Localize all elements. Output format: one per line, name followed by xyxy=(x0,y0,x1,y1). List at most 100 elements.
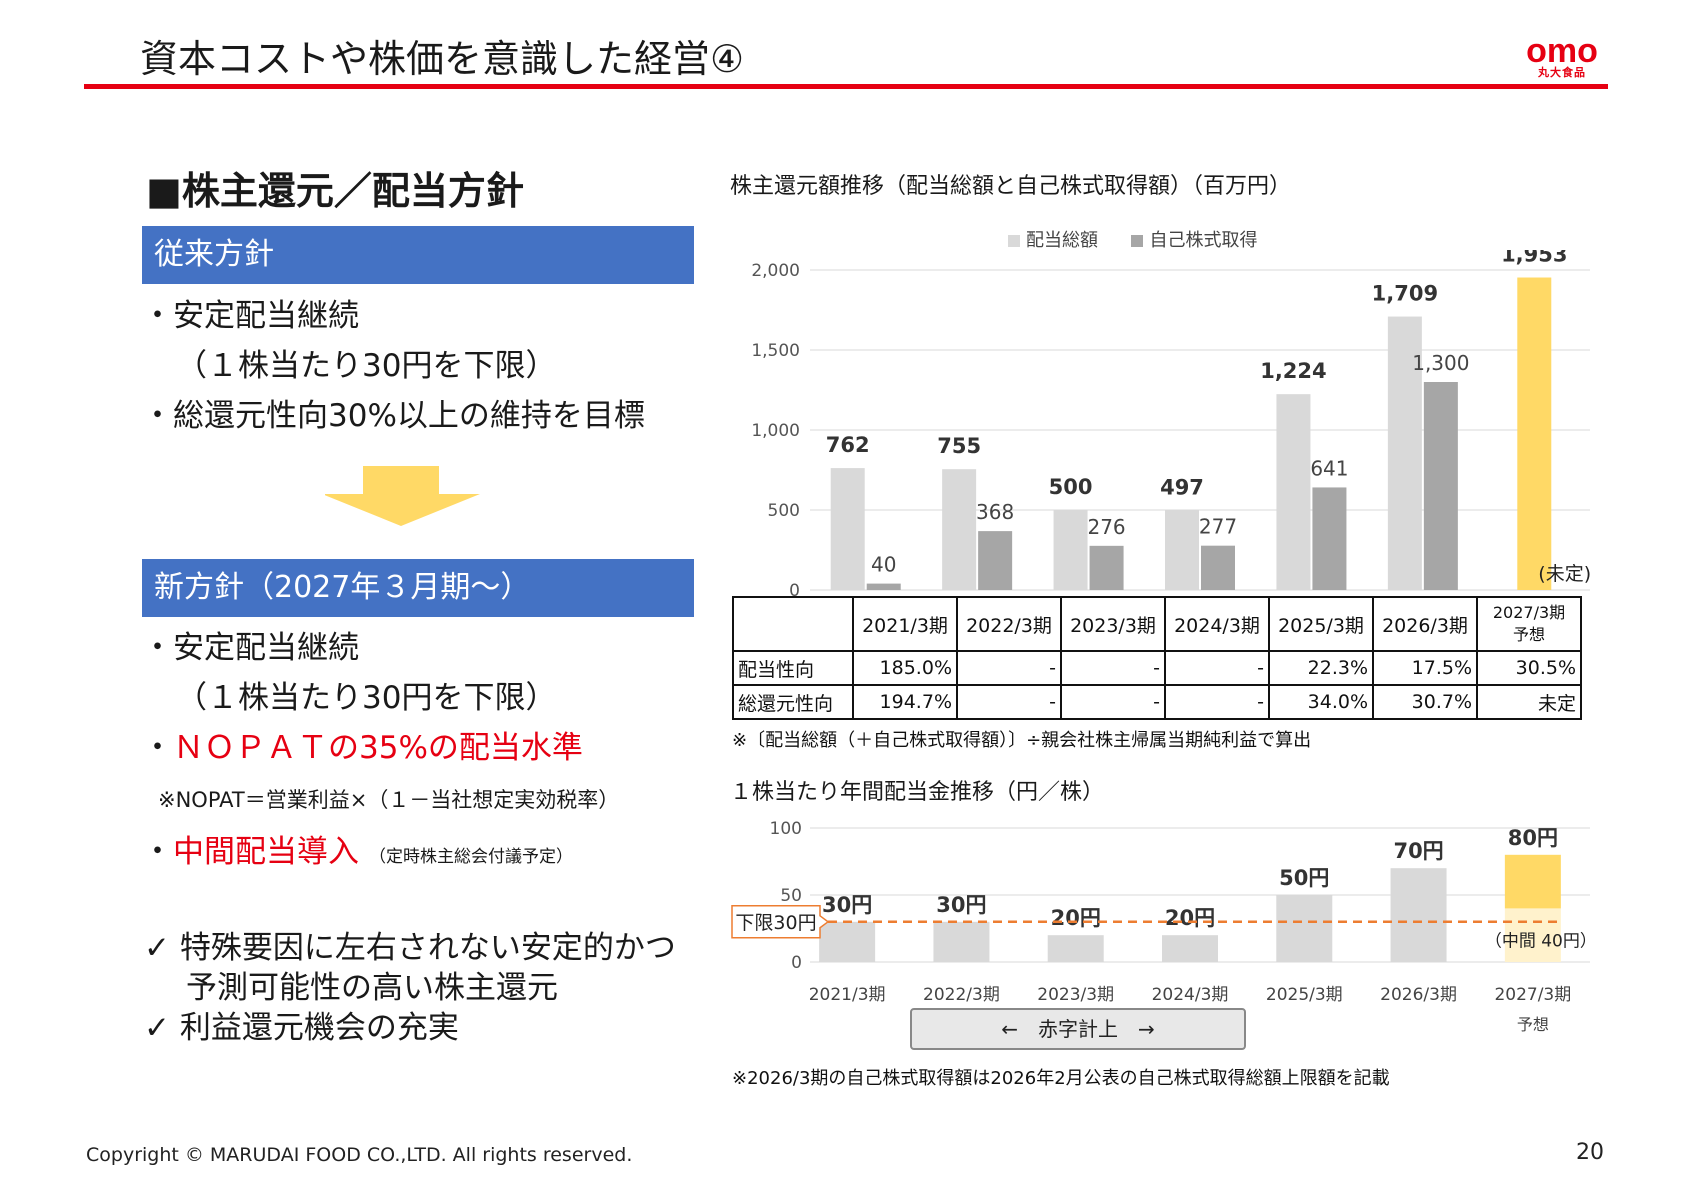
bar-buyback xyxy=(1423,382,1458,590)
table-cell: - xyxy=(1164,684,1270,720)
section-title: ■株主還元／配当方針 xyxy=(146,169,524,213)
company-logo: omo xyxy=(1522,32,1602,80)
table-cell: - xyxy=(1060,684,1166,720)
y-tick-label: 500 xyxy=(768,501,800,521)
shareholder-return-chart: 0 500 1,000 1,500 2,000 762 40 755 368 500 276 497 2… xyxy=(751,250,1591,600)
bar-dps xyxy=(1162,935,1218,962)
payout-ratio-table: 2021/3期 2022/3期 2023/3期 2024/3期 2025/3期 … xyxy=(732,596,1582,720)
old-policy-line-1: ・安定配当継続 xyxy=(142,298,359,334)
table-header-cell: 2023/3期 xyxy=(1060,596,1166,652)
table-cell: 22.3% xyxy=(1268,650,1374,686)
data-label-dividend: 1,224 xyxy=(1260,359,1326,383)
annotation-undecided: (未定) xyxy=(1538,563,1591,585)
y-tick-label: 50 xyxy=(780,886,802,906)
floor-callout xyxy=(731,905,830,939)
new-policy-heading: 新方針（2027年３月期～） xyxy=(142,559,694,617)
interim-bullet: ・ xyxy=(142,834,173,870)
page-number: 20 xyxy=(1576,1140,1604,1165)
table-row: 総還元性向 194.7% - - - 34.0% 30.7% 未定 xyxy=(732,684,1582,720)
new-policy-line-1: ・安定配当継続 xyxy=(142,630,359,666)
data-label-dps: 20円 xyxy=(1165,906,1215,930)
check-line-2: 予測可能性の高い株主還元 xyxy=(186,970,558,1006)
return-chart-title: 株主還元額推移（配当総額と自己株式取得額）（百万円） xyxy=(730,174,1292,199)
table-header-cell: 2021/3期 xyxy=(852,596,958,652)
bar-dividend xyxy=(1053,510,1088,590)
table-cell: - xyxy=(1060,650,1166,686)
legend-swatch-dividend xyxy=(1008,235,1020,247)
bar-dps xyxy=(1047,935,1104,962)
bar-dps xyxy=(819,921,876,962)
x-tick-label: 2026/3期 xyxy=(1380,985,1457,1005)
bar-dividend xyxy=(1517,277,1552,590)
old-policy-line-3: ・総還元性向30%以上の維持を目標 xyxy=(142,398,645,434)
nopat-note: ※NOPAT＝営業利益×（１－当社想定実効税率） xyxy=(158,788,620,812)
table-cell: 30.5% xyxy=(1476,650,1582,686)
nopat-bullet: ・ xyxy=(142,730,173,766)
row-label: 配当性向 xyxy=(732,650,854,686)
bar-dividend xyxy=(1387,316,1422,590)
table-header-cell: 2024/3期 xyxy=(1164,596,1270,652)
table-cell: 194.7% xyxy=(852,684,958,720)
chart-legend: 配当総額 自己株式取得 xyxy=(1008,226,1257,252)
legend-buyback-label: 自己株式取得 xyxy=(1149,230,1258,251)
bar-buyback xyxy=(1312,487,1347,590)
x-tick-sublabel: 予想 xyxy=(1517,1015,1549,1034)
bar-interim-dividend xyxy=(1504,908,1561,962)
table-cell: 17.5% xyxy=(1372,650,1478,686)
old-policy-line-2: （１株当たり30円を下限） xyxy=(176,348,557,384)
title-underline xyxy=(84,84,1608,89)
check-line-1: ✓ 特殊要因に左右されない安定的かつ xyxy=(144,930,676,966)
bar-buyback xyxy=(866,583,901,590)
dps-chart-title: １株当たり年間配当金推移（円／株） xyxy=(730,780,1105,805)
y-tick-label: 0 xyxy=(791,953,802,973)
data-label-dps: 80円 xyxy=(1508,826,1558,850)
data-label-buyback: 1,300 xyxy=(1412,351,1469,375)
data-label-buyback: 641 xyxy=(1310,456,1348,480)
nopat-text: ＮＯＰＡＴの35%の配当水準 xyxy=(173,730,583,766)
data-label-dividend: 1,953 xyxy=(1501,250,1567,267)
legend-swatch-buyback xyxy=(1131,235,1144,247)
legend-dividend-label: 配当総額 xyxy=(1026,230,1098,251)
data-label-buyback: 368 xyxy=(976,500,1014,524)
table-header-cell: 2025/3期 xyxy=(1268,596,1374,652)
deficit-range-label: ← 赤字計上 → xyxy=(910,1008,1246,1050)
data-label-dividend: 500 xyxy=(1049,475,1093,499)
down-arrow-icon xyxy=(325,466,480,526)
data-label-dps: 50円 xyxy=(1279,866,1329,890)
data-label-dividend: 755 xyxy=(937,434,981,458)
data-label-buyback: 277 xyxy=(1199,515,1237,539)
bar-dividend xyxy=(1276,394,1311,590)
y-tick-label: 1,500 xyxy=(751,341,800,361)
table-header-row: 2021/3期 2022/3期 2023/3期 2024/3期 2025/3期 … xyxy=(732,596,1582,652)
buyback-note: ※2026/3期の自己株式取得額は2026年2月公表の自己株式取得総額上限額を記… xyxy=(732,1068,1390,1089)
table-row: 配当性向 185.0% - - - 22.3% 17.5% 30.5% xyxy=(732,650,1582,686)
bar-dividend xyxy=(942,469,977,590)
check-line-3: ✓ 利益還元機会の充実 xyxy=(144,1010,459,1046)
bar-buyback xyxy=(1201,545,1235,590)
x-tick-label: 2025/3期 xyxy=(1266,985,1343,1005)
y-tick-label: 100 xyxy=(770,819,802,839)
x-tick-label: 2023/3期 xyxy=(1037,985,1114,1005)
dividend-per-share-chart: 0 50 100 30円 2021/3期 30円 2022/3期 20円 2023/3期 20円 2… xyxy=(731,819,1597,1034)
bar-buyback xyxy=(978,531,1013,590)
x-tick-label: 2021/3期 xyxy=(809,985,886,1005)
y-tick-label: 2,000 xyxy=(751,261,800,281)
y-tick-label: 1,000 xyxy=(751,421,800,441)
data-label-dps: 30円 xyxy=(822,893,872,917)
interim-line: ・中間配当導入 （定時株主総会付議予定） xyxy=(142,826,573,871)
interim-note: （定時株主総会付議予定） xyxy=(369,847,573,867)
data-label-dps: 30円 xyxy=(936,893,986,917)
bar-dps xyxy=(1390,868,1447,962)
data-label-dps: 70円 xyxy=(1393,839,1443,863)
x-tick-label: 2024/3期 xyxy=(1152,985,1229,1005)
x-tick-label: 2027/3期 xyxy=(1494,985,1571,1005)
table-note: ※〔配当総額（＋自己株式取得額）〕÷親会社株主帰属当期純利益で算出 xyxy=(732,730,1312,751)
data-label-dividend: 1,709 xyxy=(1372,282,1438,306)
bar-dividend xyxy=(1165,510,1199,590)
table-cell: 未定 xyxy=(1476,684,1582,720)
old-policy-heading: 従来方針 xyxy=(142,226,694,284)
data-label-buyback: 40 xyxy=(871,553,896,577)
data-label-dps: 20円 xyxy=(1051,906,1101,930)
table-header-cell: 2026/3期 xyxy=(1372,596,1478,652)
data-label-buyback: 276 xyxy=(1087,515,1125,539)
